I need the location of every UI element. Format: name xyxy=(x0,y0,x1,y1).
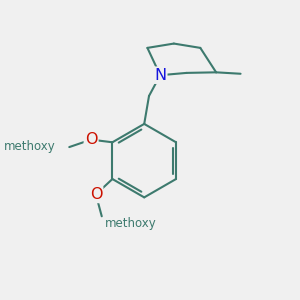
Text: O: O xyxy=(85,132,98,147)
Text: methoxy: methoxy xyxy=(4,140,56,153)
Text: O: O xyxy=(90,187,102,202)
Text: methoxy: methoxy xyxy=(104,217,156,230)
Text: N: N xyxy=(154,68,166,83)
